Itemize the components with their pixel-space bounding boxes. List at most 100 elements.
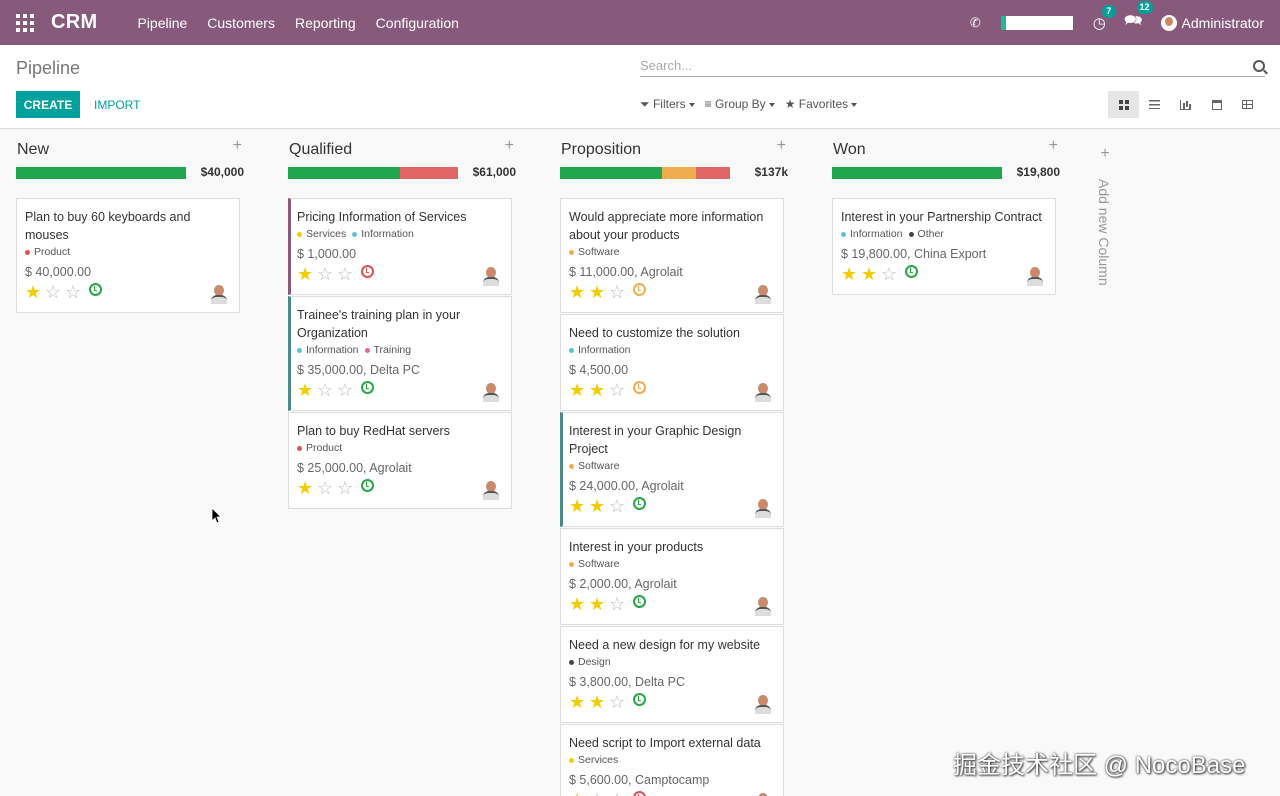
activity-clock-icon[interactable] (633, 381, 646, 394)
activity-clock-icon[interactable] (89, 283, 102, 296)
priority-star-icon[interactable]: ☆ (609, 496, 626, 516)
priority-star-icon[interactable]: ☆ (317, 478, 334, 498)
priority-star-icon[interactable]: ☆ (337, 380, 354, 400)
priority-star-icon[interactable]: ☆ (609, 692, 626, 712)
column-title[interactable]: Proposition (561, 141, 642, 158)
column-progress-bar[interactable] (560, 167, 730, 179)
card-list: Pricing Information of Services Services I… (288, 198, 512, 510)
import-button[interactable]: IMPORT (88, 91, 146, 118)
priority-star-icon[interactable]: ★ (569, 496, 586, 516)
opportunity-card[interactable]: Interest in your products Software $ 2,000… (560, 528, 784, 625)
opportunity-card[interactable]: Plan to buy 60 keyboards and mouses Produ… (16, 198, 240, 313)
menu-configuration[interactable]: Configuration (375, 14, 459, 31)
priority-star-icon[interactable]: ★ (589, 282, 606, 302)
priority-star-icon[interactable]: ★ (569, 380, 586, 400)
voip-status-field[interactable] (1000, 15, 1073, 30)
search-icon[interactable] (1253, 60, 1265, 72)
activity-clock-icon[interactable] (633, 693, 646, 706)
user-menu[interactable]: Administrator (1160, 14, 1264, 31)
progress-segment[interactable] (662, 167, 696, 179)
priority-star-icon[interactable]: ★ (569, 282, 586, 302)
opportunity-card[interactable]: Plan to buy RedHat servers Product $ 25,00… (288, 412, 512, 509)
priority-star-icon[interactable]: ☆ (317, 264, 334, 284)
opportunity-card[interactable]: Pricing Information of Services Services I… (288, 198, 512, 295)
priority-star-icon[interactable]: ☆ (337, 478, 354, 498)
column-progress-bar[interactable] (832, 167, 1002, 179)
column-progress-bar[interactable] (288, 167, 458, 179)
activity-clock-icon[interactable] (633, 283, 646, 296)
priority-star-icon[interactable]: ☆ (609, 790, 629, 796)
add-new-column[interactable]: + Add new Column (1095, 145, 1115, 295)
priority-star-icon[interactable]: ★ (861, 264, 878, 284)
column-progress-bar[interactable] (16, 167, 186, 179)
graph-view-button[interactable] (1170, 91, 1201, 118)
progress-segment[interactable] (560, 167, 662, 179)
quick-create-plus-icon[interactable]: + (1048, 137, 1058, 154)
phone-icon[interactable]: ✆ (969, 14, 981, 30)
opportunity-card[interactable]: Need a new design for my website Design $ … (560, 626, 784, 723)
menu-pipeline[interactable]: Pipeline (137, 14, 188, 31)
activity-clock-icon[interactable] (633, 595, 646, 608)
opportunity-card[interactable]: Interest in your Partnership Contract Inf… (832, 198, 1056, 295)
column-title[interactable]: Qualified (289, 141, 353, 158)
priority-star-icon[interactable]: ☆ (317, 380, 334, 400)
quick-create-plus-icon[interactable]: + (232, 137, 242, 154)
priority-star-icon[interactable]: ★ (297, 380, 314, 400)
opportunity-card[interactable]: Need script to Import external data Servi… (560, 724, 784, 796)
priority-star-icon[interactable]: ★ (569, 692, 586, 712)
activity-clock-icon[interactable]: ◷ 7 (1093, 4, 1116, 32)
group-by-dropdown[interactable]: ≡ Group By (705, 97, 775, 112)
priority-star-icon[interactable]: ☆ (337, 264, 354, 284)
priority-star-icon[interactable]: ★ (589, 496, 606, 516)
pivot-view-button[interactable] (1232, 91, 1263, 118)
calendar-view-button[interactable] (1201, 91, 1232, 118)
priority-star-icon[interactable]: ☆ (45, 282, 62, 302)
activity-clock-icon[interactable] (633, 497, 646, 510)
search-input[interactable] (640, 58, 1230, 73)
progress-segment[interactable] (832, 167, 1002, 179)
quick-create-plus-icon[interactable]: + (504, 137, 514, 154)
progress-segment[interactable] (288, 167, 401, 179)
priority-star-icon[interactable]: ★ (841, 264, 858, 284)
activity-clock-icon[interactable] (361, 479, 374, 492)
opportunity-card[interactable]: Trainee's training plan in your Organiza… (288, 296, 512, 411)
priority-star-icon[interactable]: ☆ (65, 282, 82, 302)
opportunity-card[interactable]: Interest in your Graphic Design Project S… (560, 412, 784, 527)
quick-create-plus-icon[interactable]: + (776, 137, 786, 154)
create-button[interactable]: CREATE (16, 91, 80, 118)
column-title[interactable]: Won (833, 141, 866, 158)
progress-segment[interactable] (16, 167, 186, 179)
priority-star-icon[interactable]: ☆ (609, 380, 626, 400)
menu-reporting[interactable]: Reporting (294, 14, 356, 31)
opportunity-card[interactable]: Need to customize the solution Informatio… (560, 314, 784, 411)
priority-star-icon[interactable]: ☆ (881, 264, 898, 284)
priority-star-icon[interactable]: ★ (569, 594, 586, 614)
favorites-dropdown[interactable]: ★ Favorites (785, 97, 858, 112)
list-view-button[interactable] (1139, 91, 1170, 118)
priority-star-icon[interactable]: ☆ (609, 282, 626, 302)
activity-clock-icon[interactable] (361, 381, 374, 394)
menu-customers[interactable]: Customers (207, 14, 275, 31)
activity-clock-icon[interactable] (633, 791, 646, 796)
filters-dropdown[interactable]: ⏷ Filters (640, 97, 695, 112)
progress-segment[interactable] (696, 167, 730, 179)
priority-star-icon[interactable]: ★ (589, 594, 606, 614)
priority-star-icon[interactable]: ★ (569, 790, 589, 796)
progress-segment[interactable] (400, 167, 458, 179)
priority-star-icon[interactable]: ★ (297, 478, 314, 498)
app-brand[interactable]: CRM (51, 11, 98, 33)
priority-star-icon[interactable]: ★ (297, 264, 314, 284)
kanban-view-button[interactable] (1108, 91, 1139, 118)
opportunity-card[interactable]: Would appreciate more information about … (560, 198, 784, 313)
priority-star-icon[interactable]: ☆ (589, 790, 609, 796)
activity-clock-icon[interactable] (905, 265, 918, 278)
priority-star-icon[interactable]: ★ (589, 692, 606, 712)
messages-icon[interactable]: 🗪 12 (1124, 1, 1153, 35)
column-title[interactable]: New (17, 141, 50, 158)
priority-star-icon[interactable]: ☆ (609, 594, 626, 614)
activity-clock-icon[interactable] (361, 265, 374, 278)
priority-star-icon[interactable]: ★ (25, 282, 42, 302)
priority-star-icon[interactable]: ★ (589, 380, 606, 400)
apps-menu-icon[interactable] (16, 13, 34, 32)
kanban-column: Won + $19,800 Interest in your Partnership … (832, 129, 1060, 295)
